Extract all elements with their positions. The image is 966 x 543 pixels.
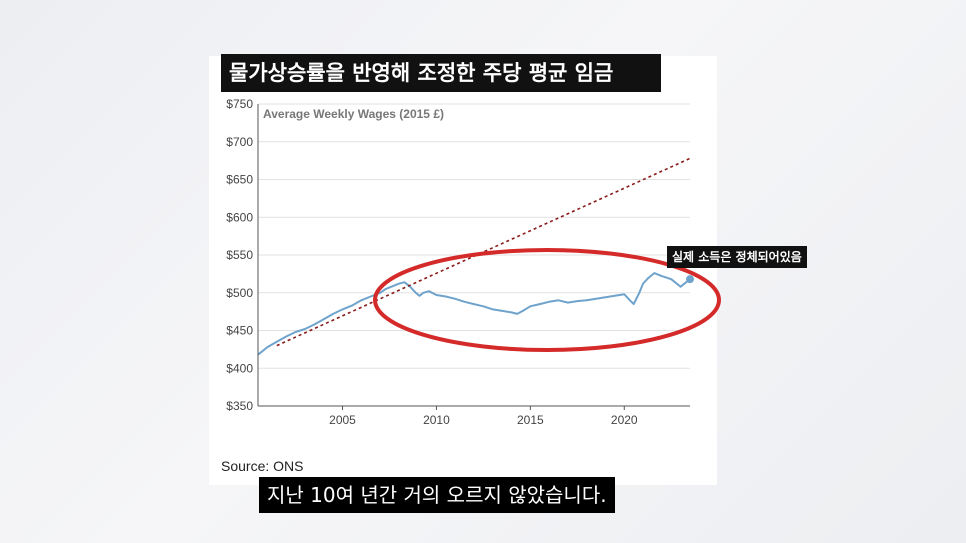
latest-point-marker [686, 275, 694, 284]
series-layer [257, 157, 694, 356]
video-subtitle: 지난 10여 년간 거의 오르지 않았습니다. [259, 477, 615, 513]
y-tick-label: $650 [226, 173, 253, 187]
y-tick-label: $700 [226, 135, 253, 149]
x-axis-ticks: 2005 2010 2015 2020 [329, 406, 638, 427]
trend-line [276, 157, 691, 347]
stagnation-callout: 실제 소득은 정체되어있음 [667, 246, 807, 268]
y-tick-label: $750 [226, 97, 253, 111]
x-tick-label: 2010 [423, 413, 450, 427]
y-tick-label: $450 [226, 324, 253, 338]
y-tick-label: $600 [226, 210, 253, 224]
chart-title: Average Weekly Wages (2015 £) [263, 107, 444, 121]
x-tick-label: 2015 [517, 413, 544, 427]
y-tick-label: $350 [226, 399, 253, 413]
y-tick-label: $550 [226, 248, 253, 262]
source-label: Source: ONS [221, 458, 304, 474]
x-tick-label: 2020 [611, 413, 638, 427]
video-title: 물가상승률을 반영해 조정한 주당 평균 임금 [221, 54, 661, 92]
y-axis-ticks: $350 $400 $450 $500 $550 $600 $650 $700 $750 [226, 97, 253, 413]
grid-lines [258, 103, 690, 369]
x-tick-label: 2005 [329, 413, 356, 427]
chart-panel [209, 56, 717, 485]
wage-line [257, 272, 691, 356]
y-tick-label: $400 [226, 361, 253, 375]
y-tick-label: $500 [226, 286, 253, 300]
highlight-ellipse [373, 248, 721, 352]
